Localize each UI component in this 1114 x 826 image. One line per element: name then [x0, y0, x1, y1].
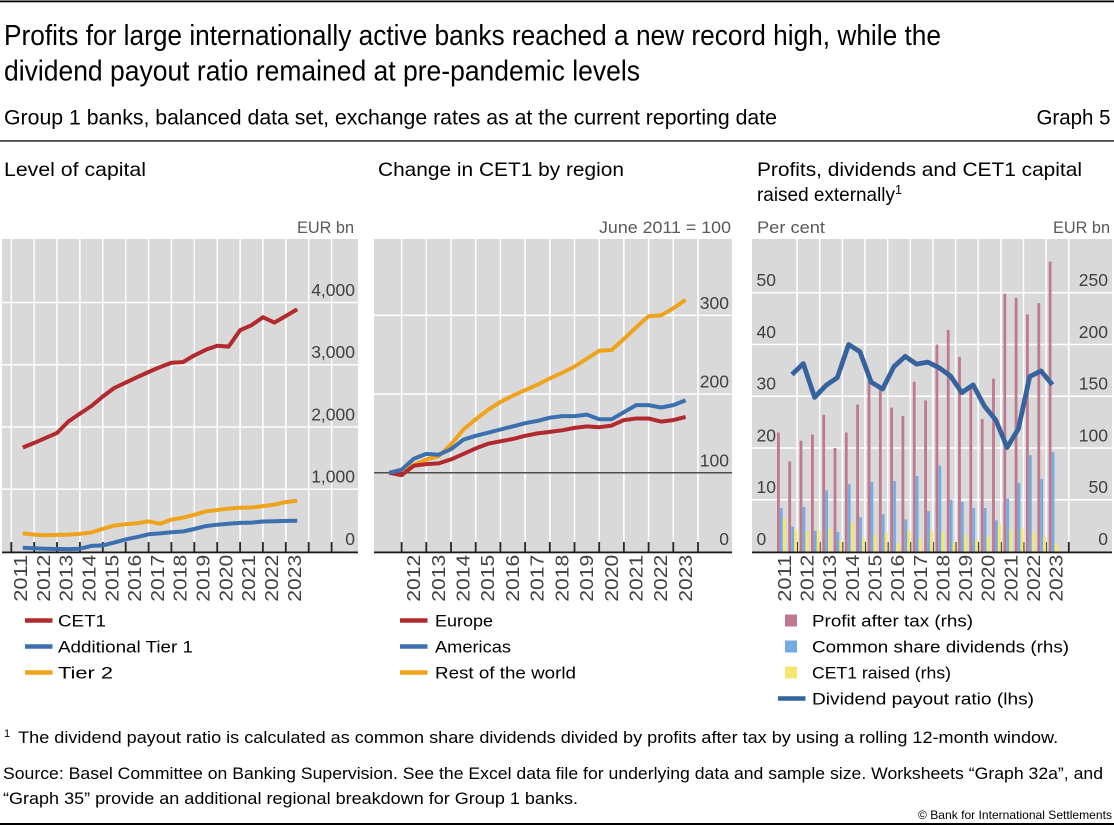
svg-text:2014: 2014	[454, 555, 474, 602]
svg-text:2023: 2023	[1047, 555, 1067, 602]
svg-text:2017: 2017	[911, 555, 931, 602]
svg-text:Source: Basel Committee on Ban: Source: Basel Committee on Banking Super…	[3, 765, 1103, 783]
svg-text:2018: 2018	[933, 555, 953, 602]
svg-text:150: 150	[1079, 374, 1108, 394]
svg-text:40: 40	[757, 322, 777, 342]
svg-text:Additional Tier 1: Additional Tier 1	[58, 638, 193, 657]
svg-text:0: 0	[719, 529, 729, 549]
svg-text:1,000: 1,000	[311, 467, 355, 487]
svg-text:EUR bn: EUR bn	[1053, 218, 1110, 237]
svg-text:30: 30	[757, 374, 777, 394]
svg-text:Profit after tax (rhs): Profit after tax (rhs)	[812, 612, 973, 631]
svg-text:2019: 2019	[577, 555, 597, 602]
svg-text:2012: 2012	[34, 555, 54, 602]
svg-text:© Bank for International Settl: © Bank for International Settlements	[918, 808, 1112, 822]
svg-text:2018: 2018	[552, 555, 572, 602]
svg-text:Profits, dividends and CET1 ca: Profits, dividends and CET1 capital	[757, 159, 1082, 181]
svg-text:0: 0	[757, 529, 767, 549]
svg-text:2021: 2021	[1001, 555, 1021, 602]
svg-text:Change in CET1 by region: Change in CET1 by region	[378, 159, 624, 181]
svg-text:2019: 2019	[956, 555, 976, 602]
svg-text:Europe: Europe	[435, 612, 493, 631]
svg-text:2016: 2016	[503, 555, 523, 602]
svg-text:2017: 2017	[148, 555, 168, 602]
svg-text:10: 10	[757, 477, 777, 497]
svg-text:2023: 2023	[676, 555, 696, 602]
svg-text:Tier 2: Tier 2	[58, 664, 113, 683]
svg-text:2013: 2013	[57, 555, 77, 602]
svg-text:Dividend payout ratio (lhs): Dividend payout ratio (lhs)	[812, 690, 1034, 709]
svg-text:Americas: Americas	[435, 638, 511, 657]
svg-text:2021: 2021	[627, 555, 647, 602]
svg-text:CET1 raised (rhs): CET1 raised (rhs)	[812, 664, 951, 683]
svg-text:2012: 2012	[404, 555, 424, 602]
svg-text:2,000: 2,000	[311, 404, 355, 424]
svg-text:Per cent: Per cent	[757, 218, 825, 237]
svg-text:June 2011 = 100: June 2011 = 100	[599, 218, 731, 237]
svg-text:2015: 2015	[478, 555, 498, 602]
svg-text:2019: 2019	[194, 555, 214, 602]
svg-text:200: 200	[1079, 322, 1108, 342]
svg-text:2014: 2014	[80, 555, 100, 602]
svg-text:300: 300	[700, 293, 729, 313]
svg-text:2022: 2022	[651, 555, 671, 602]
svg-text:2015: 2015	[865, 555, 885, 602]
svg-text:4,000: 4,000	[311, 280, 355, 300]
svg-text:2023: 2023	[285, 555, 305, 602]
svg-text:2011: 2011	[11, 555, 31, 602]
svg-text:raised externally1: raised externally1	[757, 182, 902, 207]
svg-text:2012: 2012	[798, 555, 818, 602]
svg-text:3,000: 3,000	[311, 342, 355, 362]
svg-text:0: 0	[1098, 529, 1108, 549]
svg-text:Profits for large internationa: Profits for large internationally active…	[4, 20, 941, 52]
svg-text:200: 200	[700, 372, 729, 392]
svg-text:100: 100	[700, 450, 729, 470]
svg-text:50: 50	[1089, 477, 1109, 497]
svg-text:2017: 2017	[528, 555, 548, 602]
svg-text:2018: 2018	[171, 555, 191, 602]
svg-text:2013: 2013	[820, 555, 840, 602]
svg-text:dividend payout ratio remained: dividend payout ratio remained at pre-pa…	[4, 56, 640, 88]
svg-text:Level of capital: Level of capital	[4, 159, 146, 181]
svg-text:2016: 2016	[888, 555, 908, 602]
svg-text:2011: 2011	[775, 555, 795, 602]
svg-text:Graph 5: Graph 5	[1037, 106, 1111, 130]
svg-text:2021: 2021	[239, 555, 259, 602]
svg-text:20: 20	[757, 425, 777, 445]
svg-text:2016: 2016	[125, 555, 145, 602]
svg-text:2022: 2022	[262, 555, 282, 602]
svg-text:50: 50	[757, 270, 777, 290]
svg-text:Common share dividends (rhs): Common share dividends (rhs)	[812, 638, 1069, 657]
svg-text:Rest of the world: Rest of the world	[435, 664, 576, 683]
svg-text:2014: 2014	[843, 555, 863, 602]
svg-text:0: 0	[345, 529, 355, 549]
svg-text:2013: 2013	[429, 555, 449, 602]
svg-text:100: 100	[1079, 425, 1108, 445]
svg-text:2022: 2022	[1024, 555, 1044, 602]
svg-text:“Graph 35” provide an addition: “Graph 35” provide an additional regiona…	[3, 790, 578, 808]
svg-text:2015: 2015	[102, 555, 122, 602]
svg-text:EUR bn: EUR bn	[297, 218, 354, 237]
svg-text:CET1: CET1	[58, 612, 106, 631]
svg-text:2020: 2020	[979, 555, 999, 602]
svg-text:2020: 2020	[602, 555, 622, 602]
svg-text:250: 250	[1079, 270, 1108, 290]
svg-text:Group 1 banks, balanced data s: Group 1 banks, balanced data set, exchan…	[4, 106, 777, 130]
svg-text:2020: 2020	[216, 555, 236, 602]
